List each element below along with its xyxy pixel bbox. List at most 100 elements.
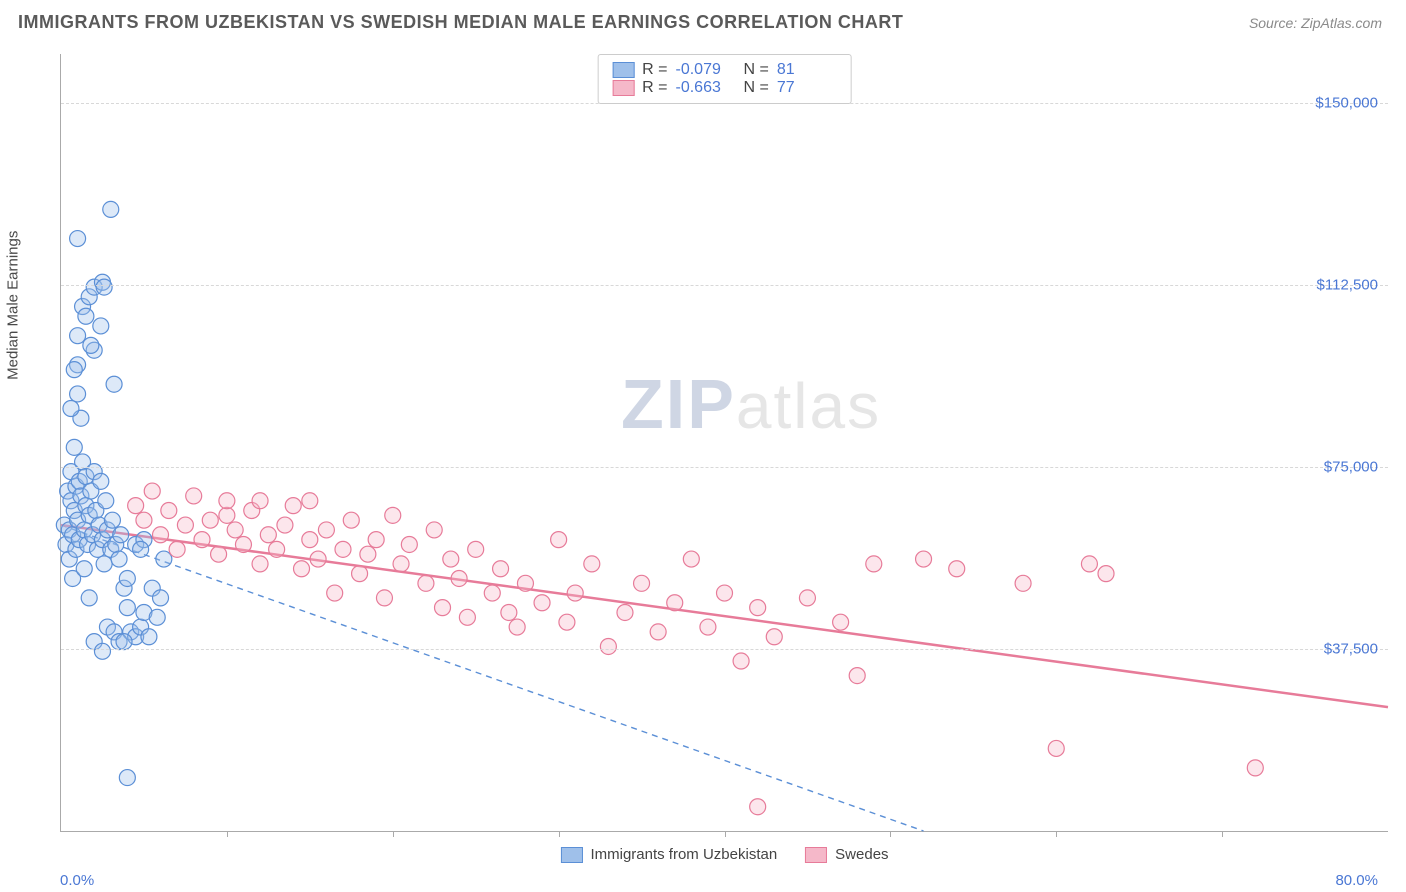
point-swedes (385, 507, 401, 523)
point-swedes (235, 536, 251, 552)
legend-label-uzbek: Immigrants from Uzbekistan (590, 846, 777, 863)
x-tick (227, 831, 228, 837)
point-swedes (1048, 740, 1064, 756)
point-swedes (700, 619, 716, 635)
point-swedes (667, 595, 683, 611)
point-uzbek (156, 551, 172, 567)
point-uzbek (113, 527, 129, 543)
n-value-swedes: 77 (777, 79, 837, 97)
point-swedes (501, 604, 517, 620)
point-swedes (153, 527, 169, 543)
point-swedes (302, 532, 318, 548)
swatch-uzbek (560, 847, 582, 863)
point-uzbek (111, 551, 127, 567)
point-swedes (559, 614, 575, 630)
point-swedes (352, 566, 368, 582)
point-swedes (766, 629, 782, 645)
swatch-uzbek (612, 62, 634, 78)
point-swedes (799, 590, 815, 606)
point-swedes (634, 575, 650, 591)
point-uzbek (116, 634, 132, 650)
point-swedes (194, 532, 210, 548)
point-swedes (186, 488, 202, 504)
x-tick (725, 831, 726, 837)
r-label: R = (642, 79, 667, 97)
x-min-label: 0.0% (60, 872, 94, 889)
point-uzbek (93, 473, 109, 489)
point-swedes (260, 527, 276, 543)
point-swedes (360, 546, 376, 562)
point-swedes (717, 585, 733, 601)
point-uzbek (141, 629, 157, 645)
point-swedes (949, 561, 965, 577)
y-tick-label: $150,000 (1315, 94, 1378, 111)
point-uzbek (93, 318, 109, 334)
point-uzbek (98, 493, 114, 509)
point-uzbek (96, 279, 112, 295)
point-uzbek (66, 439, 82, 455)
stats-legend: R = -0.079 N = 81 R = -0.663 N = 77 (597, 54, 852, 104)
point-swedes (136, 512, 152, 528)
x-tick (393, 831, 394, 837)
gridline (61, 649, 1388, 650)
point-uzbek (70, 231, 86, 247)
point-swedes (269, 541, 285, 557)
point-swedes (683, 551, 699, 567)
point-swedes (551, 532, 567, 548)
point-swedes (833, 614, 849, 630)
point-swedes (733, 653, 749, 669)
point-swedes (128, 498, 144, 514)
point-swedes (335, 541, 351, 557)
r-value-swedes: -0.663 (676, 79, 736, 97)
point-swedes (567, 585, 583, 601)
point-swedes (310, 551, 326, 567)
point-swedes (426, 522, 442, 538)
y-tick-label: $112,500 (1317, 276, 1378, 293)
swatch-swedes (805, 847, 827, 863)
point-swedes (435, 600, 451, 616)
point-uzbek (149, 609, 165, 625)
n-value-uzbek: 81 (777, 61, 837, 79)
point-uzbek (96, 556, 112, 572)
point-swedes (459, 609, 475, 625)
point-uzbek (78, 308, 94, 324)
point-swedes (451, 570, 467, 586)
point-uzbek (133, 541, 149, 557)
point-swedes (368, 532, 384, 548)
point-swedes (1081, 556, 1097, 572)
point-swedes (916, 551, 932, 567)
point-swedes (866, 556, 882, 572)
point-swedes (600, 638, 616, 654)
point-uzbek (83, 337, 99, 353)
point-uzbek (81, 590, 97, 606)
point-swedes (219, 507, 235, 523)
point-swedes (1098, 566, 1114, 582)
point-swedes (650, 624, 666, 640)
point-swedes (517, 575, 533, 591)
point-swedes (484, 585, 500, 601)
y-axis-label: Median Male Earnings (5, 231, 22, 380)
point-swedes (202, 512, 218, 528)
x-tick (1056, 831, 1057, 837)
point-swedes (418, 575, 434, 591)
point-swedes (509, 619, 525, 635)
point-swedes (1247, 760, 1263, 776)
point-swedes (219, 493, 235, 509)
correlation-chart: Median Male Earnings ZIPatlas R = -0.079… (18, 50, 1388, 842)
point-swedes (177, 517, 193, 533)
stats-row-swedes: R = -0.663 N = 77 (612, 79, 837, 97)
point-uzbek (76, 561, 92, 577)
stats-row-uzbek: R = -0.079 N = 81 (612, 61, 837, 79)
point-swedes (277, 517, 293, 533)
point-swedes (169, 541, 185, 557)
n-label: N = (744, 79, 769, 97)
x-tick (890, 831, 891, 837)
point-uzbek (103, 201, 119, 217)
source-label: Source: ZipAtlas.com (1249, 15, 1382, 31)
point-uzbek (70, 328, 86, 344)
x-max-label: 80.0% (1335, 872, 1378, 889)
scatter-points (61, 54, 1388, 831)
point-swedes (443, 551, 459, 567)
point-swedes (327, 585, 343, 601)
legend-label-swedes: Swedes (835, 846, 888, 863)
